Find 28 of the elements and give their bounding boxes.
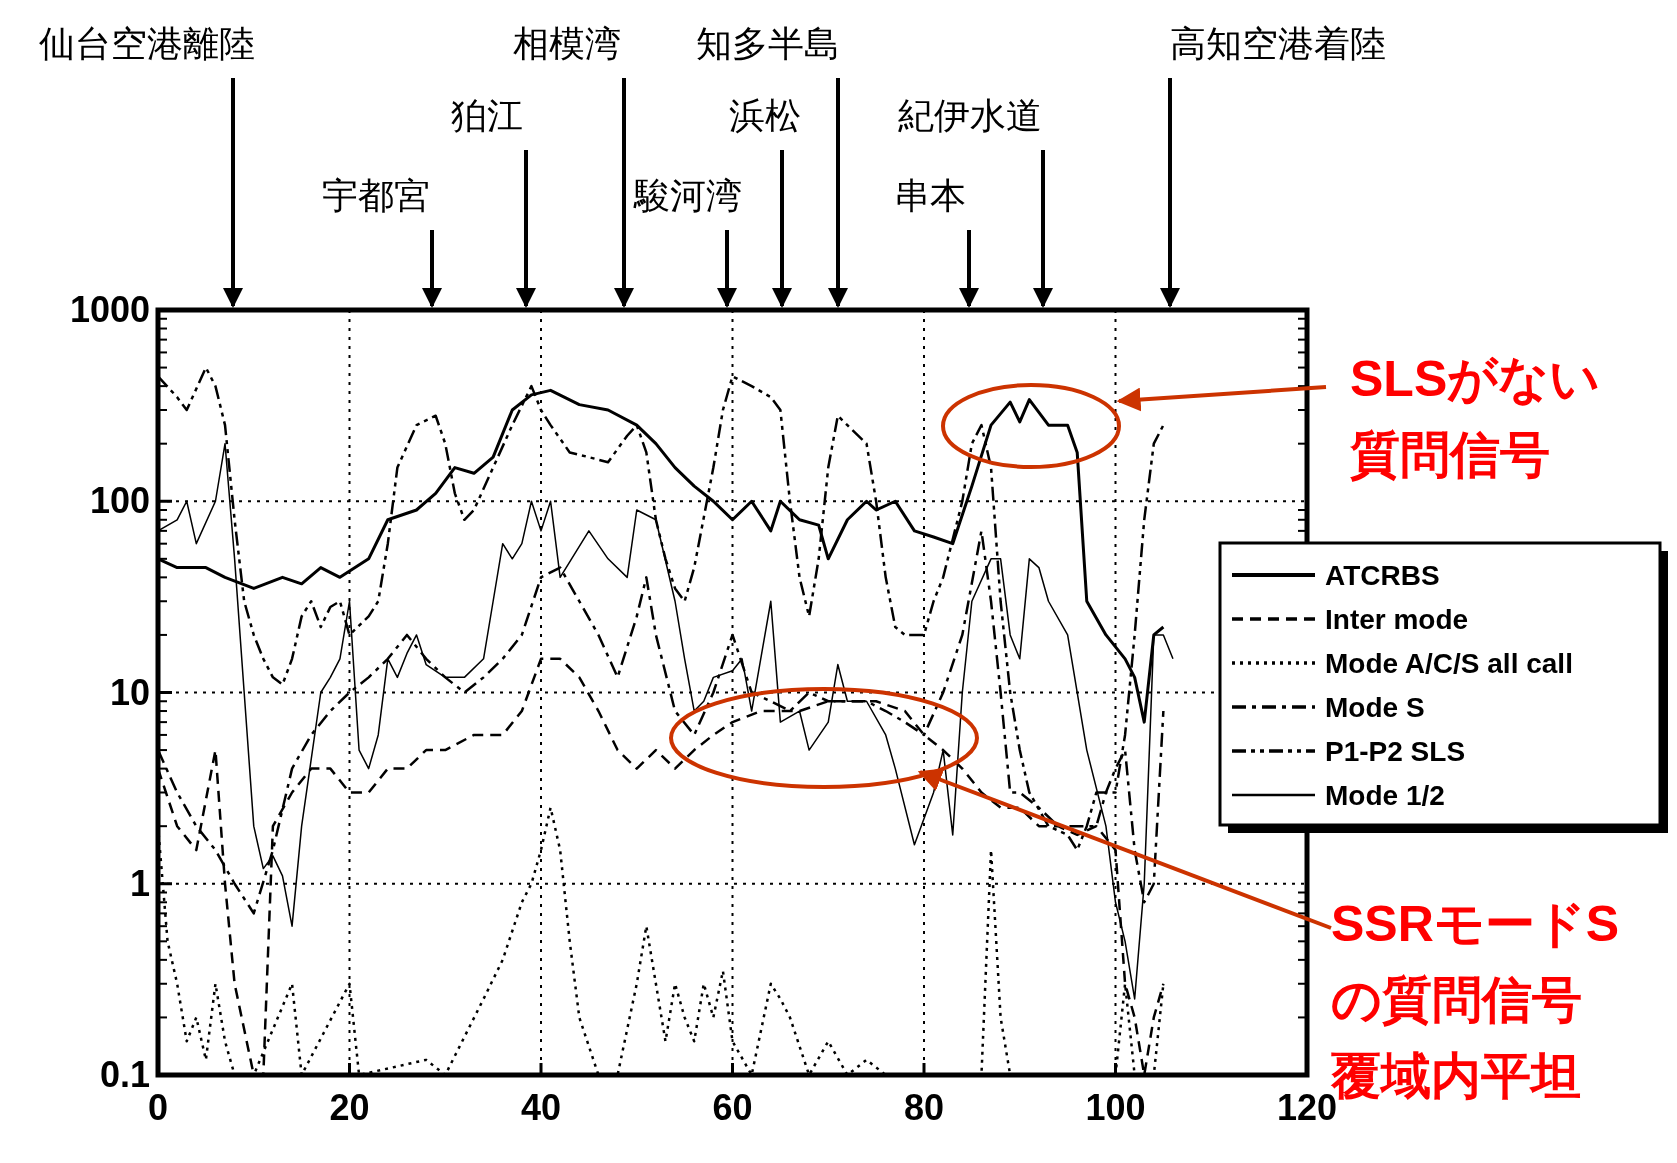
legend-label: ATCRBS bbox=[1325, 560, 1440, 591]
text: 宇都宮 bbox=[322, 175, 430, 216]
y-tick-label: 0.1 bbox=[99, 1054, 150, 1095]
legend-label: P1-P2 SLS bbox=[1325, 736, 1466, 767]
text: 浜松 bbox=[729, 95, 801, 136]
text: SLSがない質問信号 bbox=[1349, 351, 1601, 483]
text: 駿河湾 bbox=[633, 175, 742, 216]
text: 知多半島 bbox=[696, 23, 840, 64]
legend-label: Mode A/C/S all call bbox=[1325, 648, 1573, 679]
text: 高知空港着陸 bbox=[1170, 23, 1386, 64]
x-tick-label: 60 bbox=[712, 1087, 753, 1128]
legend-label: Mode 1/2 bbox=[1325, 780, 1445, 811]
legend-label: Mode S bbox=[1325, 692, 1425, 723]
text: 串本 bbox=[894, 175, 966, 216]
text: 仙台空港離陸 bbox=[39, 23, 255, 64]
legend-label: Inter mode bbox=[1325, 604, 1469, 635]
y-tick-label: 1 bbox=[129, 862, 150, 904]
x-tick-label: 20 bbox=[329, 1087, 370, 1128]
y-tick-label: 100 bbox=[89, 480, 150, 522]
text: 紀伊水道 bbox=[898, 95, 1042, 136]
x-tick-label: 100 bbox=[1085, 1087, 1146, 1128]
x-tick-label: 0 bbox=[147, 1087, 169, 1128]
y-tick-label: 10 bbox=[109, 671, 150, 713]
x-tick-label: 80 bbox=[903, 1087, 945, 1128]
text: 相模湾 bbox=[513, 23, 621, 64]
x-tick-label: 40 bbox=[520, 1087, 562, 1128]
y-tick-label: 1000 bbox=[69, 289, 150, 330]
text: 狛江 bbox=[451, 95, 523, 136]
